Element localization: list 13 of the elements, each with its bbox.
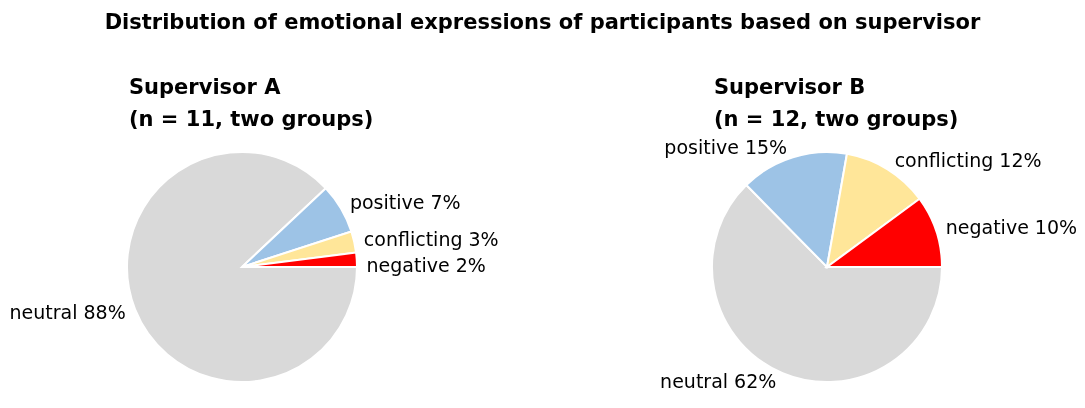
- chart-subtitle: (n = 12, two groups): [714, 107, 959, 131]
- slice-label: neutral 88%: [9, 300, 126, 323]
- chart-subtitle: (n = 11, two groups): [129, 107, 374, 131]
- chart-title: Supervisor B: [714, 75, 866, 99]
- chart-title: Supervisor A: [129, 75, 282, 99]
- slice-label: positive 7%: [349, 191, 461, 214]
- slice-label: conflicting 3%: [363, 227, 499, 250]
- slice-label: negative 10%: [945, 216, 1078, 239]
- slice-label: neutral 62%: [660, 370, 777, 393]
- slice-label: negative 2%: [366, 253, 486, 276]
- slice-label: positive 15%: [664, 135, 788, 158]
- slice-label: conflicting 12%: [894, 149, 1042, 171]
- text: Distribution of emotional expressions of participants based on supervisor: [104, 10, 981, 34]
